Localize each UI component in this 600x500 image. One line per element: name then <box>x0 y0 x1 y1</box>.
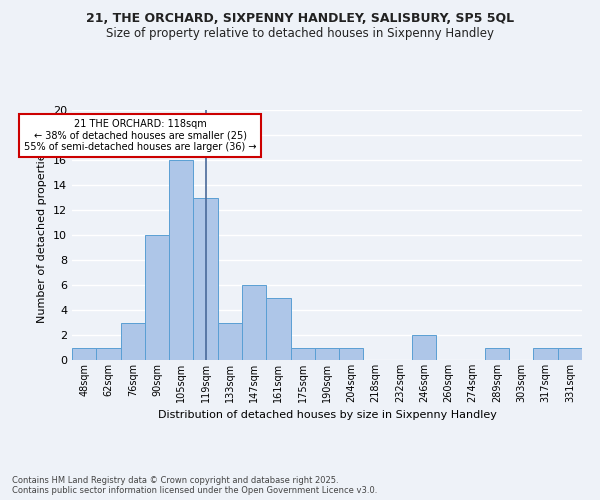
Bar <box>96 348 121 360</box>
Bar <box>533 348 558 360</box>
Bar <box>339 348 364 360</box>
Bar <box>485 348 509 360</box>
Bar <box>412 335 436 360</box>
Text: Size of property relative to detached houses in Sixpenny Handley: Size of property relative to detached ho… <box>106 28 494 40</box>
Bar <box>266 298 290 360</box>
Text: Contains HM Land Registry data © Crown copyright and database right 2025.
Contai: Contains HM Land Registry data © Crown c… <box>12 476 377 495</box>
Bar <box>242 285 266 360</box>
Text: 21, THE ORCHARD, SIXPENNY HANDLEY, SALISBURY, SP5 5QL: 21, THE ORCHARD, SIXPENNY HANDLEY, SALIS… <box>86 12 514 26</box>
Bar <box>218 322 242 360</box>
Y-axis label: Number of detached properties: Number of detached properties <box>37 148 47 322</box>
Bar <box>121 322 145 360</box>
Bar <box>315 348 339 360</box>
X-axis label: Distribution of detached houses by size in Sixpenny Handley: Distribution of detached houses by size … <box>158 410 496 420</box>
Bar <box>169 160 193 360</box>
Bar <box>193 198 218 360</box>
Bar <box>145 235 169 360</box>
Bar <box>72 348 96 360</box>
Bar <box>558 348 582 360</box>
Bar <box>290 348 315 360</box>
Text: 21 THE ORCHARD: 118sqm
← 38% of detached houses are smaller (25)
55% of semi-det: 21 THE ORCHARD: 118sqm ← 38% of detached… <box>24 118 256 152</box>
